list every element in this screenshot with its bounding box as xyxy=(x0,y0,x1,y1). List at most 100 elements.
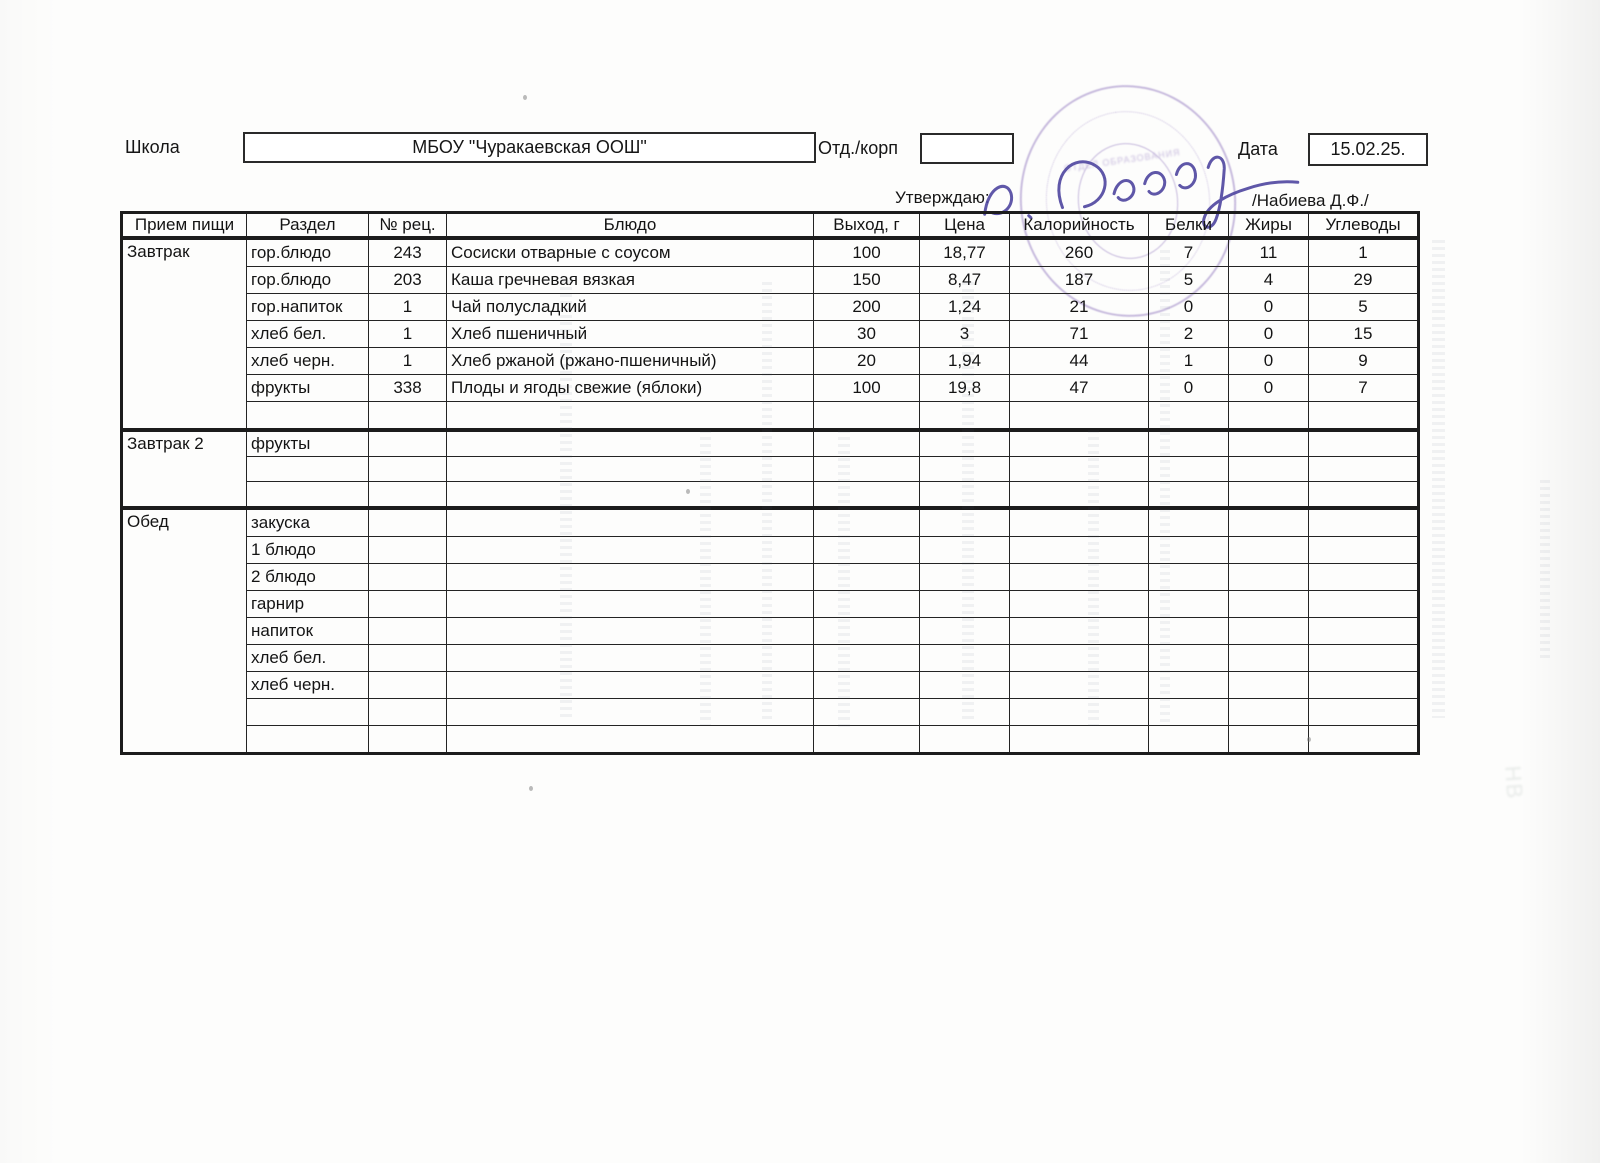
table-cell: 1 xyxy=(368,293,447,321)
table-row: 1 блюдо xyxy=(122,536,1419,564)
table-cell xyxy=(1228,430,1309,457)
approver-name: /Набиева Д.Ф./ xyxy=(1252,191,1369,210)
table-cell xyxy=(246,456,369,482)
column-header: Выход, г xyxy=(813,212,920,238)
table-cell: Плоды и ягоды свежие (яблоки) xyxy=(446,374,814,402)
table-cell xyxy=(1009,536,1149,564)
table-cell xyxy=(1148,456,1229,482)
table-cell xyxy=(368,430,447,457)
table-row: хлеб бел. 1 Хлеб пшеничный 30 3 71 2 0 15 xyxy=(122,320,1419,348)
department-box xyxy=(920,133,1014,164)
bleed-through-mark: НВ xyxy=(1500,764,1528,802)
table-cell: Чай полусладкий xyxy=(446,293,814,321)
table-cell: 18,77 xyxy=(919,238,1010,267)
table-cell xyxy=(813,430,920,457)
date-value: 15.02.25. xyxy=(1330,139,1406,159)
table-cell: гарнир xyxy=(246,590,369,618)
table-cell xyxy=(368,590,447,618)
table-cell xyxy=(368,401,447,430)
table-cell: 1 xyxy=(368,320,447,348)
table-cell: 2 блюдо xyxy=(246,563,369,591)
table-cell: гор.блюдо xyxy=(246,238,369,267)
table-cell: 200 xyxy=(813,293,920,321)
table-cell: 338 xyxy=(368,374,447,402)
table-cell xyxy=(1009,563,1149,591)
table-cell xyxy=(919,671,1010,699)
table-cell: 260 xyxy=(1009,238,1149,267)
table-cell xyxy=(1228,644,1309,672)
table-cell xyxy=(1308,617,1419,645)
table-cell xyxy=(1009,456,1149,482)
table-cell: Сосиски отварные с соусом xyxy=(446,238,814,267)
table-cell: гор.напиток xyxy=(246,293,369,321)
table-cell xyxy=(1308,481,1419,508)
department-label: Отд./корп xyxy=(818,138,898,158)
table-row: гарнир xyxy=(122,590,1419,618)
table-cell xyxy=(1228,725,1309,754)
table-cell: хлеб черн. xyxy=(246,671,369,699)
column-header: Углеводы xyxy=(1308,212,1419,238)
menu-table-block: Завтрак 2 фрукты xyxy=(120,429,1420,509)
table-cell xyxy=(813,401,920,430)
table-cell: 1 блюдо xyxy=(246,536,369,564)
table-cell xyxy=(919,725,1010,754)
table-cell xyxy=(1308,725,1419,754)
table-cell: гор.блюдо xyxy=(246,266,369,294)
table-cell: 3 xyxy=(919,320,1010,348)
table-cell: 0 xyxy=(1228,320,1309,348)
table-cell xyxy=(1228,563,1309,591)
meal-name-cell: Завтрак xyxy=(121,238,247,430)
table-cell: 44 xyxy=(1009,347,1149,375)
table-cell xyxy=(368,698,447,726)
table-cell: 150 xyxy=(813,266,920,294)
table-cell xyxy=(246,725,369,754)
table-cell xyxy=(813,644,920,672)
table-cell xyxy=(446,644,814,672)
table-cell xyxy=(1308,698,1419,726)
table-cell xyxy=(368,644,447,672)
table-cell: 4 xyxy=(1228,266,1309,294)
table-cell: хлеб черн. xyxy=(246,347,369,375)
table-cell: 187 xyxy=(1009,266,1149,294)
table-cell xyxy=(919,401,1010,430)
table-row: Завтрак 2 фрукты xyxy=(121,430,1419,508)
table-cell xyxy=(446,698,814,726)
table-cell xyxy=(1228,590,1309,618)
column-header: Раздел xyxy=(246,212,369,238)
table-cell: 47 xyxy=(1009,374,1149,402)
scan-speck xyxy=(1307,737,1311,742)
table-row: хлеб бел. xyxy=(122,644,1419,672)
table-cell: 8,47 xyxy=(919,266,1010,294)
table-cell: 9 xyxy=(1308,347,1419,375)
table-cell xyxy=(1009,481,1149,508)
table-cell xyxy=(446,508,814,537)
table-cell xyxy=(1228,508,1309,537)
table-cell xyxy=(1148,401,1229,430)
table-cell xyxy=(1308,456,1419,482)
table-cell: 71 xyxy=(1009,320,1149,348)
scan-speck xyxy=(529,786,533,791)
table-cell: хлеб бел. xyxy=(246,644,369,672)
table-cell xyxy=(1308,563,1419,591)
table-cell xyxy=(1308,508,1419,537)
table-cell xyxy=(1228,617,1309,645)
table-cell: 7 xyxy=(1148,238,1229,267)
table-cell xyxy=(1228,401,1309,430)
table-cell xyxy=(446,617,814,645)
column-header: Жиры xyxy=(1228,212,1309,238)
table-cell: 11 xyxy=(1228,238,1309,267)
column-header: № рец. xyxy=(368,212,447,238)
table-cell: 1,94 xyxy=(919,347,1010,375)
table-row xyxy=(122,401,1419,430)
column-header: Белки xyxy=(1148,212,1229,238)
table-row: Завтрак гор.блюдо 243 Сосиски отварные с со… xyxy=(121,238,1419,430)
table-cell xyxy=(1009,590,1149,618)
table-row xyxy=(122,725,1419,754)
table-cell xyxy=(1228,481,1309,508)
table-cell: 0 xyxy=(1148,374,1229,402)
table-cell: 100 xyxy=(813,374,920,402)
scan-speck xyxy=(686,489,690,494)
column-header: Калорийность xyxy=(1009,212,1149,238)
school-name: МБОУ "Чуракаевская ООШ" xyxy=(412,137,647,157)
